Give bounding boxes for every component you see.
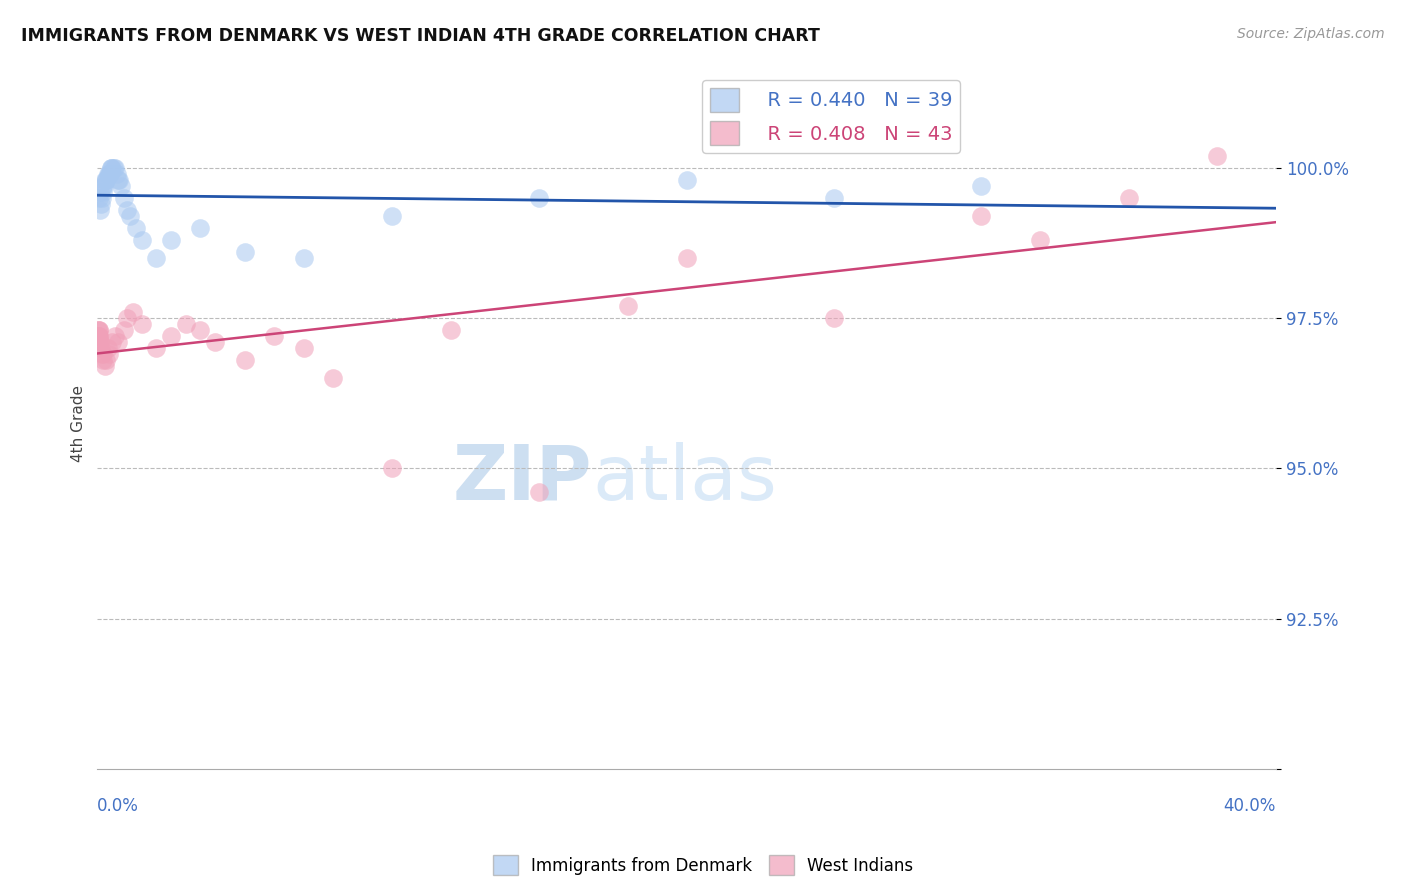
- Text: Source: ZipAtlas.com: Source: ZipAtlas.com: [1237, 27, 1385, 41]
- Point: [104, 161, 127, 175]
- Point: [970, 178, 993, 193]
- Point: [160, 233, 183, 247]
- Text: IMMIGRANTS FROM DENMARK VS WEST INDIAN 4TH GRADE CORRELATION CHART: IMMIGRANTS FROM DENMARK VS WEST INDIAN 4…: [21, 27, 820, 45]
- Point: [112, 323, 135, 337]
- Point: [110, 178, 132, 193]
- Point: [823, 191, 845, 205]
- Point: [101, 334, 124, 349]
- Point: [87, 329, 110, 343]
- Point: [190, 323, 212, 337]
- Text: 40.0%: 40.0%: [1223, 797, 1277, 814]
- Point: [96, 172, 118, 186]
- Point: [1118, 191, 1140, 205]
- Point: [1206, 148, 1229, 162]
- Point: [97, 167, 120, 181]
- Point: [91, 185, 114, 199]
- Point: [100, 161, 122, 175]
- Point: [160, 329, 183, 343]
- Point: [104, 329, 127, 343]
- Point: [103, 161, 125, 175]
- Point: [190, 220, 212, 235]
- Point: [91, 178, 114, 193]
- Point: [529, 191, 551, 205]
- Point: [98, 167, 121, 181]
- Legend: Immigrants from Denmark, West Indians: Immigrants from Denmark, West Indians: [486, 848, 920, 882]
- Point: [131, 233, 153, 247]
- Point: [233, 244, 256, 259]
- Point: [675, 251, 697, 265]
- Point: [90, 341, 112, 355]
- Point: [204, 334, 226, 349]
- Point: [87, 323, 110, 337]
- Point: [381, 209, 404, 223]
- Text: ZIP: ZIP: [453, 442, 592, 516]
- Point: [263, 329, 285, 343]
- Point: [131, 317, 153, 331]
- Point: [107, 172, 129, 186]
- Point: [87, 323, 110, 337]
- Point: [91, 347, 114, 361]
- Point: [87, 323, 110, 337]
- Point: [145, 251, 167, 265]
- Point: [89, 341, 111, 355]
- Point: [115, 311, 138, 326]
- Point: [93, 178, 115, 193]
- Point: [124, 220, 146, 235]
- Point: [145, 341, 167, 355]
- Point: [112, 191, 135, 205]
- Point: [105, 167, 128, 181]
- Point: [89, 334, 111, 349]
- Point: [93, 172, 115, 186]
- Point: [440, 323, 463, 337]
- Point: [100, 161, 122, 175]
- Point: [1029, 233, 1052, 247]
- Point: [292, 251, 315, 265]
- Point: [233, 353, 256, 368]
- Point: [174, 317, 197, 331]
- Point: [97, 341, 120, 355]
- Text: atlas: atlas: [592, 442, 778, 516]
- Point: [121, 305, 143, 319]
- Legend:   R = 0.440   N = 39,   R = 0.408   N = 43: R = 0.440 N = 39, R = 0.408 N = 43: [702, 80, 960, 153]
- Point: [108, 172, 131, 186]
- Point: [89, 329, 111, 343]
- Point: [617, 299, 640, 313]
- Point: [90, 196, 112, 211]
- Point: [107, 334, 129, 349]
- Point: [87, 329, 110, 343]
- Point: [823, 311, 845, 326]
- Point: [89, 202, 111, 217]
- Point: [89, 334, 111, 349]
- Point: [98, 347, 121, 361]
- Y-axis label: 4th Grade: 4th Grade: [72, 384, 86, 462]
- Point: [93, 359, 115, 373]
- Point: [292, 341, 315, 355]
- Point: [118, 209, 141, 223]
- Point: [970, 209, 993, 223]
- Point: [90, 347, 112, 361]
- Point: [91, 353, 114, 368]
- Text: 0.0%: 0.0%: [97, 797, 139, 814]
- Point: [97, 167, 120, 181]
- Point: [90, 191, 112, 205]
- Point: [675, 172, 697, 186]
- Point: [87, 191, 110, 205]
- Point: [381, 461, 404, 475]
- Point: [529, 485, 551, 500]
- Point: [89, 185, 111, 199]
- Point: [98, 167, 121, 181]
- Point: [322, 371, 344, 385]
- Point: [115, 202, 138, 217]
- Point: [96, 353, 118, 368]
- Point: [101, 161, 124, 175]
- Point: [94, 172, 117, 186]
